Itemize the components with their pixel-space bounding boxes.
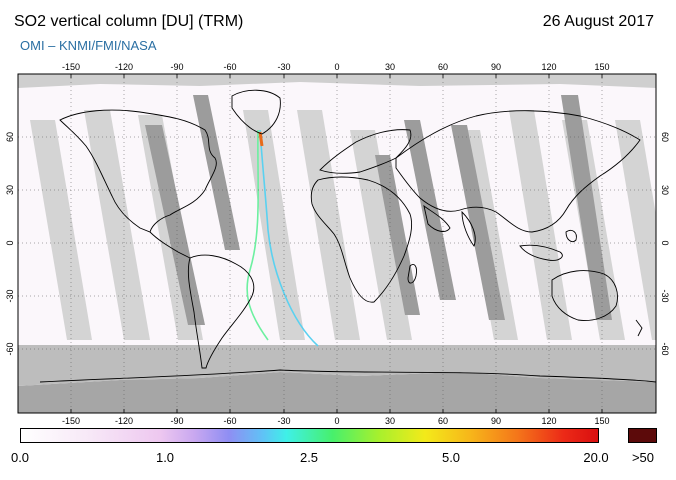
colorbar-label-2-5: 2.5 bbox=[299, 450, 319, 465]
lon-tick-bottom-minus150: -150 bbox=[61, 416, 81, 426]
lon-tick-top-120: 120 bbox=[541, 62, 557, 72]
lat-tick-left-0: 0 bbox=[5, 240, 15, 246]
colorbar-label-1: 1.0 bbox=[155, 450, 175, 465]
lat-tick-left-minus30: -30 bbox=[5, 289, 15, 303]
lon-tick-top-minus60: -60 bbox=[223, 62, 237, 72]
lon-tick-top-minus90: -90 bbox=[170, 62, 184, 72]
lat-tick-right-60: 60 bbox=[660, 131, 670, 143]
colorbar-label-20: 20.0 bbox=[583, 450, 609, 465]
lon-tick-bottom-minus90: -90 bbox=[170, 416, 184, 426]
lon-tick-top-30: 30 bbox=[384, 62, 396, 72]
lat-tick-left-30: 30 bbox=[5, 184, 15, 196]
lat-tick-right-minus60: -60 bbox=[660, 342, 670, 356]
so2-plume bbox=[246, 129, 319, 347]
antarctic-fill bbox=[18, 372, 656, 413]
graticule bbox=[18, 74, 656, 413]
map-date: 26 August 2017 bbox=[542, 13, 654, 30]
lon-tick-bottom-minus120: -120 bbox=[114, 416, 134, 426]
coastlines bbox=[39, 89, 656, 383]
lon-tick-bottom-60: 60 bbox=[437, 416, 449, 426]
light-gap-stripes bbox=[30, 110, 656, 340]
lon-tick-top-0: 0 bbox=[334, 62, 340, 72]
lon-tick-top-90: 90 bbox=[490, 62, 502, 72]
colorbar-label-over-50: >50 bbox=[631, 450, 655, 465]
frame-ticks bbox=[70, 74, 603, 413]
lon-tick-bottom-150: 150 bbox=[594, 416, 610, 426]
colorbar-label-5: 5.0 bbox=[441, 450, 461, 465]
lon-tick-top-minus120: -120 bbox=[114, 62, 134, 72]
lon-tick-bottom-90: 90 bbox=[490, 416, 502, 426]
colorbar-overflow-swatch bbox=[628, 428, 657, 443]
lon-tick-bottom-30: 30 bbox=[384, 416, 396, 426]
colorbar bbox=[20, 428, 599, 443]
data-credit: OMI – KNMI/FMI/NASA bbox=[20, 38, 157, 53]
lat-tick-right-30: 30 bbox=[660, 184, 670, 196]
lon-tick-top-150: 150 bbox=[594, 62, 610, 72]
arctic-fill bbox=[18, 74, 656, 88]
lon-tick-bottom-120: 120 bbox=[541, 416, 557, 426]
lon-tick-top-minus150: -150 bbox=[61, 62, 81, 72]
lat-tick-left-minus60: -60 bbox=[5, 342, 15, 356]
map-title: SO2 vertical column [DU] (TRM) bbox=[14, 13, 244, 30]
lon-tick-top-minus30: -30 bbox=[277, 62, 291, 72]
lon-tick-bottom-minus60: -60 bbox=[223, 416, 237, 426]
colorbar-label-0: 0.0 bbox=[10, 450, 30, 465]
lon-tick-top-60: 60 bbox=[437, 62, 449, 72]
lon-tick-bottom-minus30: -30 bbox=[277, 416, 291, 426]
lon-tick-bottom-0: 0 bbox=[334, 416, 340, 426]
lat-tick-right-minus30: -30 bbox=[660, 289, 670, 303]
lat-tick-right-0: 0 bbox=[660, 240, 670, 246]
lat-tick-left-60: 60 bbox=[5, 131, 15, 143]
